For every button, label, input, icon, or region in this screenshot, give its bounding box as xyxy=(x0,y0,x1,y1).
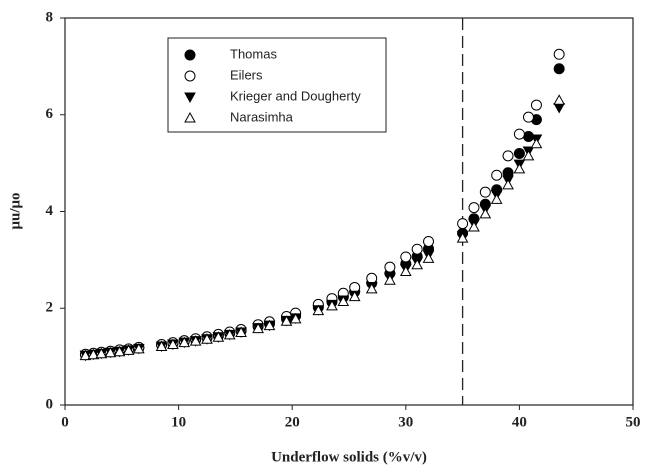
data-point xyxy=(423,235,435,247)
data-point xyxy=(155,340,168,351)
data-point xyxy=(468,220,480,232)
data-point xyxy=(513,128,525,140)
data-point xyxy=(212,331,225,342)
legend-label: Narasimha xyxy=(230,109,294,124)
data-point xyxy=(553,94,566,105)
data-point xyxy=(553,48,565,60)
data-point xyxy=(122,344,135,355)
data-point xyxy=(411,258,424,270)
data-point xyxy=(235,326,247,337)
data-point xyxy=(252,322,264,334)
y-tick-label: 8 xyxy=(46,9,54,25)
data-point xyxy=(95,347,108,359)
data-point xyxy=(399,265,412,276)
y-tick-label: 4 xyxy=(46,203,54,219)
x-tick-label: 40 xyxy=(512,414,527,430)
data-point xyxy=(553,63,565,75)
data-point xyxy=(178,336,191,348)
y-axis-label: μu/μo xyxy=(7,192,23,229)
legend-marker xyxy=(184,49,196,61)
data-point xyxy=(132,342,145,354)
data-point xyxy=(223,328,236,340)
x-tick-label: 30 xyxy=(398,414,413,430)
legend-marker xyxy=(184,70,196,82)
legend-marker xyxy=(184,111,196,123)
data-point xyxy=(522,149,535,161)
data-point xyxy=(263,319,276,331)
data-point xyxy=(79,349,92,361)
legend-marker xyxy=(184,92,196,104)
data-point xyxy=(280,315,293,326)
data-point xyxy=(513,147,525,159)
legend-label: Thomas xyxy=(230,46,277,61)
data-point xyxy=(530,99,542,111)
data-point xyxy=(189,335,202,346)
y-tick-label: 0 xyxy=(46,396,54,412)
data-point xyxy=(502,150,514,162)
x-tick-label: 50 xyxy=(626,414,641,430)
data-point xyxy=(468,202,480,214)
data-point xyxy=(522,111,534,123)
data-point xyxy=(87,348,100,360)
data-point xyxy=(479,186,491,198)
legend-box xyxy=(167,37,387,133)
data-point xyxy=(348,290,361,302)
data-point xyxy=(201,333,213,344)
x-axis-label: Underflow solids (%v/v) xyxy=(271,449,427,465)
legend-label: Eilers xyxy=(230,67,263,82)
data-point xyxy=(365,282,378,294)
data-point xyxy=(312,304,325,316)
data-point xyxy=(326,299,338,311)
data-point xyxy=(456,232,469,243)
data-point xyxy=(553,102,566,114)
data-point xyxy=(384,261,396,273)
data-point xyxy=(422,252,435,263)
data-point xyxy=(289,312,302,324)
data-point xyxy=(384,274,396,285)
data-point xyxy=(457,218,469,230)
data-point xyxy=(113,345,126,357)
data-point xyxy=(411,243,423,255)
x-tick-label: 20 xyxy=(285,414,300,430)
data-point xyxy=(479,207,492,219)
data-point xyxy=(490,193,503,204)
legend-label: Krieger and Dougherty xyxy=(230,88,361,103)
data-point xyxy=(502,178,514,190)
x-tick-label: 0 xyxy=(61,414,69,430)
y-tick-label: 2 xyxy=(46,300,54,316)
data-point xyxy=(104,346,117,358)
x-tick-label: 10 xyxy=(171,414,186,430)
data-point xyxy=(400,251,412,263)
data-point xyxy=(366,272,378,284)
data-point xyxy=(491,169,503,181)
data-point xyxy=(337,295,350,306)
data-point xyxy=(513,162,526,174)
data-point xyxy=(530,137,543,149)
data-point xyxy=(167,338,179,350)
y-tick-label: 6 xyxy=(46,106,54,122)
